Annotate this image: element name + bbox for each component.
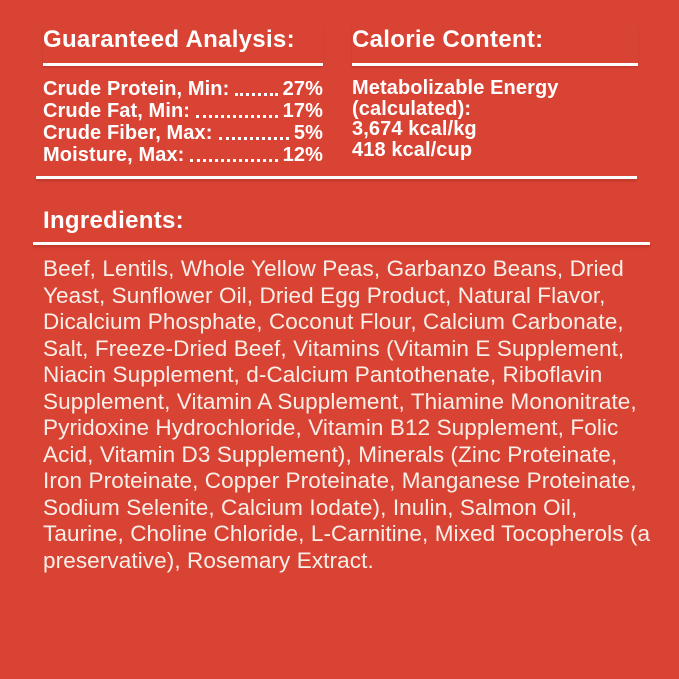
guaranteed-analysis-heading: Guaranteed Analysis:	[43, 26, 323, 66]
analysis-row-value: 27%	[282, 78, 323, 100]
calorie-content-body: Metabolizable Energy (calculated): 3,674…	[352, 78, 638, 160]
calorie-line-kcal-kg: 3,674 kcal/kg	[352, 118, 477, 140]
leader-dots	[235, 93, 278, 96]
leader-dots	[190, 159, 278, 162]
analysis-row-label: Moisture, Max:	[43, 144, 185, 166]
calorie-line-energy: Metabolizable Energy	[352, 77, 559, 99]
analysis-row-crude-fat: Crude Fat, Min: 17%	[43, 100, 323, 122]
analysis-row-moisture: Moisture, Max: 12%	[43, 144, 323, 166]
guaranteed-analysis-section: Guaranteed Analysis: Crude Protein, Min:…	[43, 26, 323, 166]
calorie-line-calculated: (calculated):	[352, 97, 472, 120]
calorie-content-section: Calorie Content: Metabolizable Energy (c…	[352, 26, 638, 166]
leader-dots	[196, 115, 278, 118]
analysis-row-value: 5%	[293, 122, 323, 144]
ingredients-section: Ingredients: Beef, Lentils, Whole Yellow…	[33, 207, 651, 574]
calorie-content-heading: Calorie Content:	[352, 26, 638, 66]
section-divider-rule	[36, 176, 637, 179]
calorie-line-kcal-cup: 418 kcal/cup	[352, 138, 473, 161]
ingredients-heading: Ingredients:	[43, 207, 184, 234]
top-columns: Guaranteed Analysis: Crude Protein, Min:…	[43, 26, 649, 166]
analysis-row-label: Crude Protein, Min:	[43, 78, 230, 100]
leader-dots	[218, 137, 289, 140]
guaranteed-analysis-table: Crude Protein, Min: 27% Crude Fat, Min: …	[43, 78, 323, 166]
analysis-row-value: 12%	[282, 144, 323, 166]
analysis-row-crude-fiber: Crude Fiber, Max: 5%	[43, 122, 323, 144]
analysis-row-label: Crude Fat, Min:	[43, 100, 191, 122]
analysis-row-value: 17%	[282, 100, 323, 122]
ingredients-list-text: Beef, Lentils, Whole Yellow Peas, Garban…	[43, 256, 651, 573]
analysis-row-crude-protein: Crude Protein, Min: 27%	[43, 78, 323, 100]
ingredients-underline-rule	[33, 242, 650, 245]
analysis-row-label: Crude Fiber, Max:	[43, 122, 213, 144]
